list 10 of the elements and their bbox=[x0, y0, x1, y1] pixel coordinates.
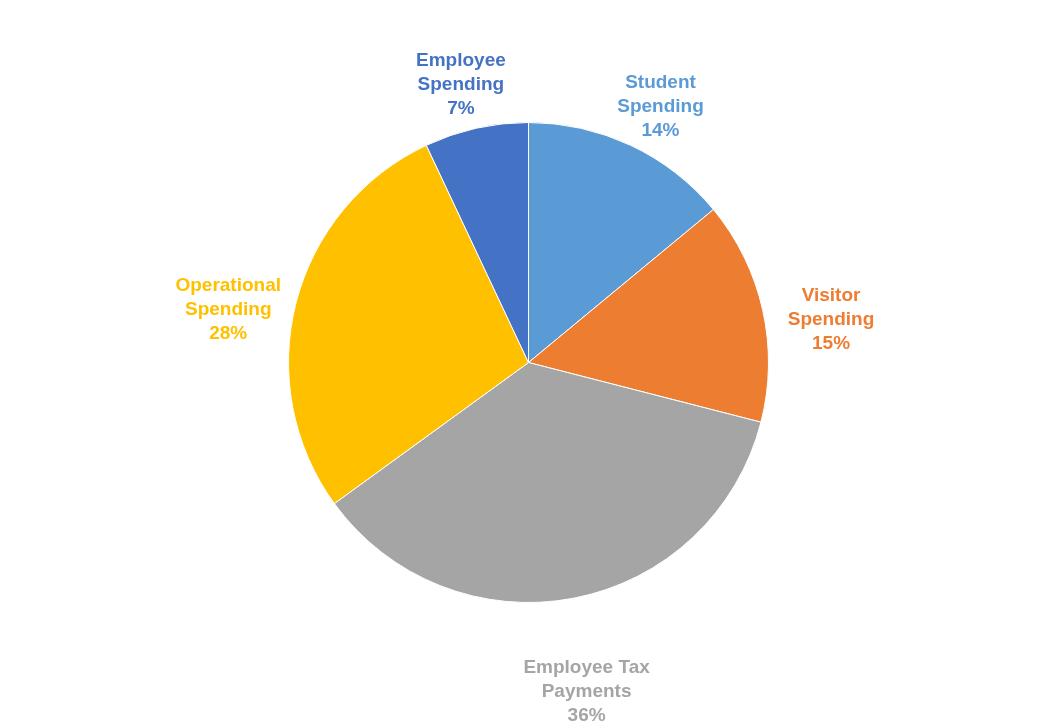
slice-label: Student Spending bbox=[617, 71, 704, 116]
slice-label: Employee Tax Payments bbox=[523, 656, 651, 702]
slice-label: Employee Spending bbox=[415, 48, 506, 94]
data-label: 36% bbox=[567, 704, 606, 725]
data-label: 28% bbox=[209, 322, 248, 344]
slice-label: Operational Spending bbox=[175, 274, 282, 320]
data-label: 7% bbox=[447, 96, 475, 118]
data-label: 14% bbox=[641, 119, 680, 140]
data-label: 15% bbox=[812, 331, 851, 353]
slice-label: Visitor Spending bbox=[787, 283, 875, 329]
